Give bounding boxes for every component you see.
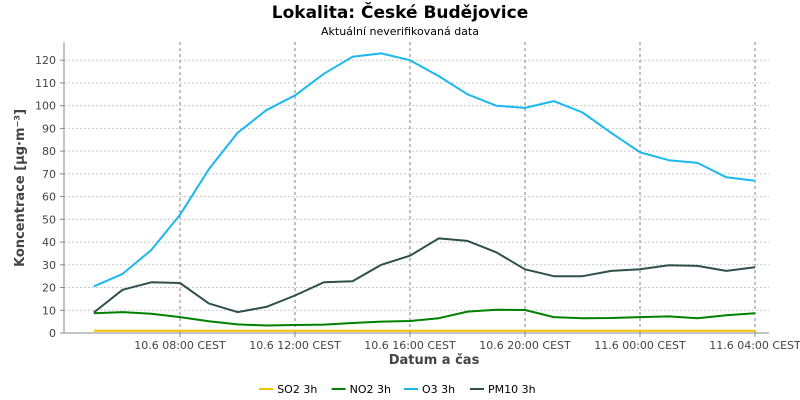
legend-label: PM10 3h bbox=[488, 383, 536, 396]
legend-item: PM10 3h bbox=[470, 383, 536, 396]
y-tick-label: 30 bbox=[42, 259, 56, 272]
legend-label: O3 3h bbox=[422, 383, 455, 396]
x-axis-label: Datum a čas bbox=[389, 353, 480, 368]
y-tick-label: 110 bbox=[35, 77, 56, 90]
y-tick-label: 120 bbox=[35, 54, 56, 67]
x-axis-ticks: 10.6 08:00 CEST 10.6 12:00 CEST 10.6 16:00… bbox=[134, 333, 800, 352]
y-tick-label: 70 bbox=[42, 168, 56, 181]
y-axis-ticks: 0 10 20 30 40 50 60 70 80 90 100 110 120 bbox=[35, 54, 64, 340]
legend-item: NO2 3h bbox=[331, 383, 391, 396]
legend-label: NO2 3h bbox=[350, 383, 391, 396]
x-tick-label: 10.6 12:00 CEST bbox=[249, 339, 341, 352]
y-tick-label: 50 bbox=[42, 213, 56, 226]
series-line-pm10-3h bbox=[93, 237, 756, 314]
y-tick-label: 0 bbox=[49, 327, 56, 340]
legend-label: SO2 3h bbox=[277, 383, 317, 396]
series-lines bbox=[93, 52, 756, 332]
x-tick-label: 10.6 08:00 CEST bbox=[134, 339, 226, 352]
y-tick-label: 60 bbox=[42, 191, 56, 204]
y-tick-label: 20 bbox=[42, 282, 56, 295]
legend: SO2 3h NO2 3h O3 3h PM10 3h bbox=[259, 383, 536, 396]
y-tick-label: 10 bbox=[42, 304, 56, 317]
series-line-no2-3h bbox=[93, 308, 756, 327]
x-tick-label: 10.6 20:00 CEST bbox=[479, 339, 571, 352]
legend-item: O3 3h bbox=[404, 383, 455, 396]
y-tick-label: 90 bbox=[42, 122, 56, 135]
series-line-o3-3h bbox=[93, 52, 756, 288]
x-tick-label: 11.6 00:00 CEST bbox=[594, 339, 686, 352]
chart-subtitle: Aktuální neverifikovaná data bbox=[321, 25, 479, 38]
legend-item: SO2 3h bbox=[259, 383, 317, 396]
y-axis-label: Koncentrace [µg·m⁻³] bbox=[13, 109, 28, 267]
chart-title: Lokalita: České Budějovice bbox=[272, 1, 528, 23]
y-tick-label: 80 bbox=[42, 145, 56, 158]
grid bbox=[64, 42, 769, 333]
y-tick-label: 40 bbox=[42, 236, 56, 249]
x-tick-label: 11.6 04:00 CEST bbox=[709, 339, 800, 352]
plot-area bbox=[64, 42, 769, 333]
y-tick-label: 100 bbox=[35, 100, 56, 113]
x-tick-label: 10.6 16:00 CEST bbox=[364, 339, 456, 352]
